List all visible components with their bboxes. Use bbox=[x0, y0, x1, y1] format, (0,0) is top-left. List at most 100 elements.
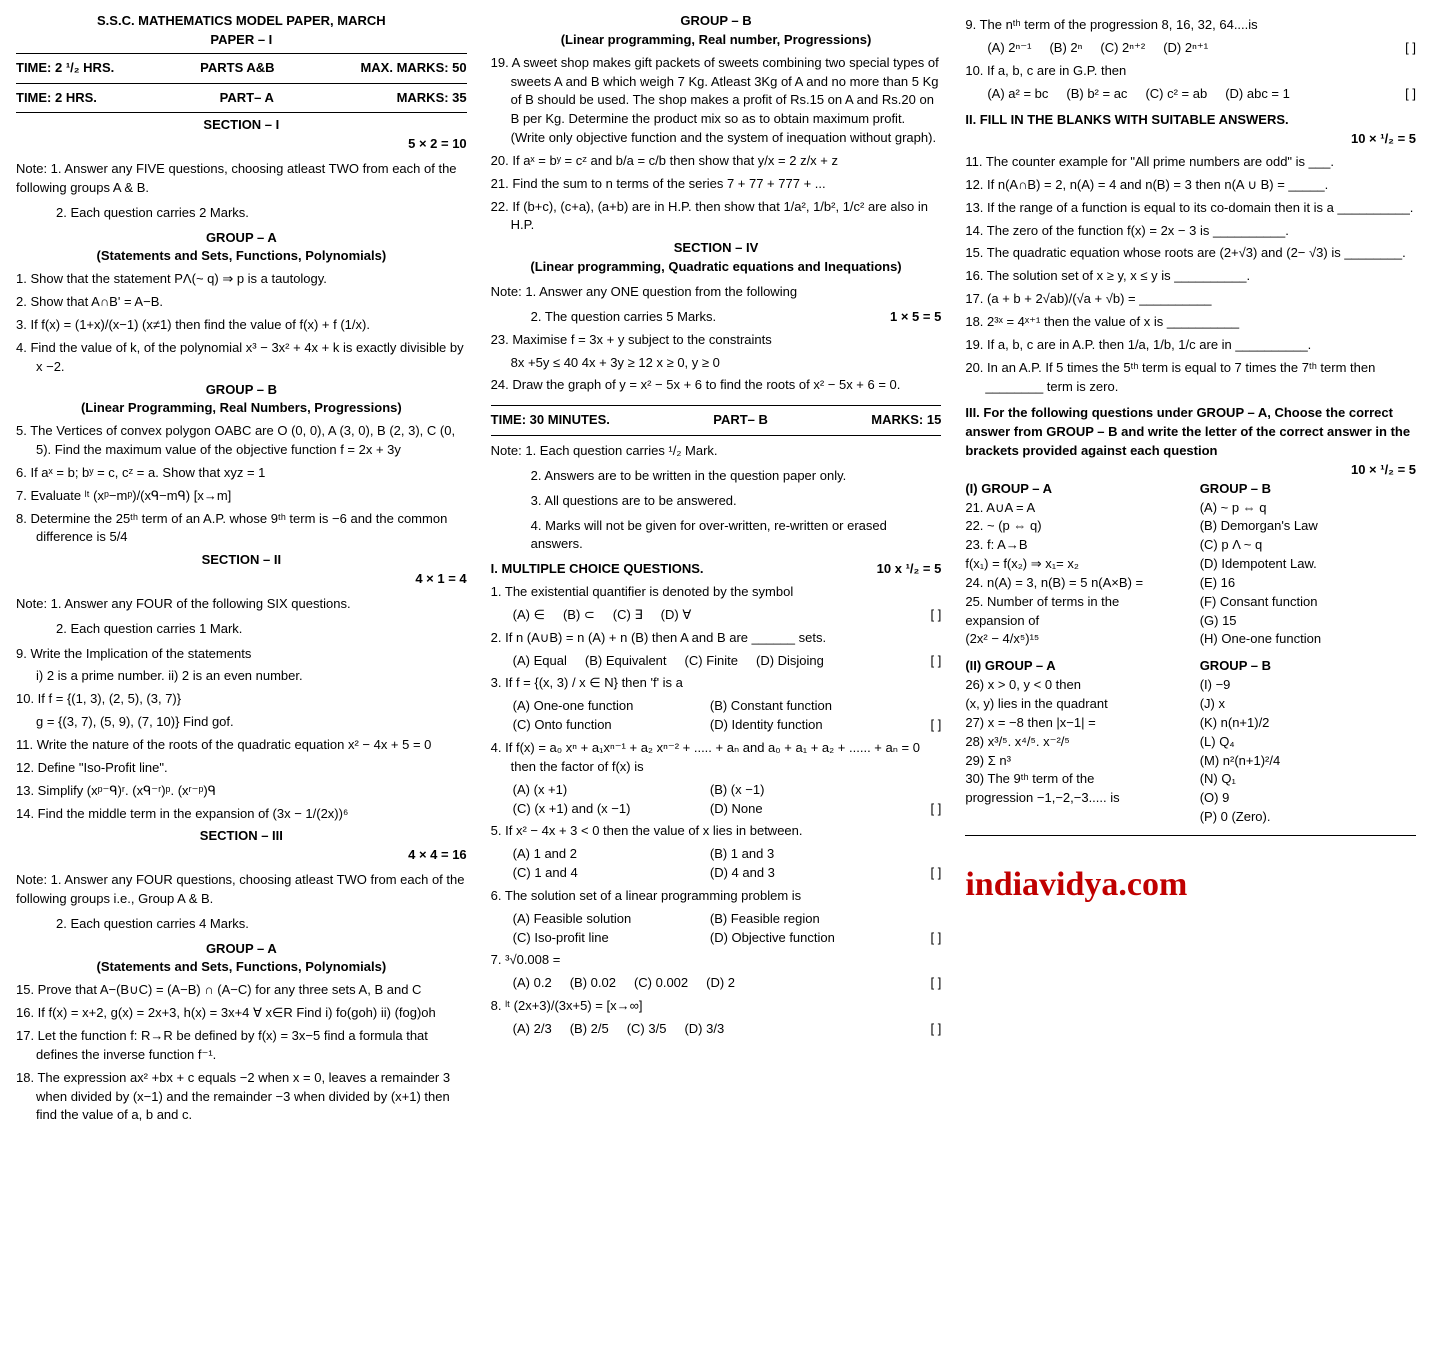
f16: 16. The solution set of x ≥ y, x ≤ y is … bbox=[965, 267, 1416, 286]
part-b-n3: 3. All questions are to be answered. bbox=[491, 492, 942, 511]
section-2-label: SECTION – II bbox=[16, 551, 467, 570]
m2a: (A) Equal bbox=[513, 652, 567, 671]
q5: 5. The Vertices of convex polygon OABC a… bbox=[16, 422, 467, 460]
f17: 17. (a + b + 2√ab)/(√a + √b) = _________… bbox=[965, 290, 1416, 309]
r23x: f(x₁) = f(x₂) ⇒ x₁= x₂ bbox=[965, 555, 1199, 574]
q16: 16. If f(x) = x+2, g(x) = 2x+3, h(x) = 3… bbox=[16, 1004, 467, 1023]
q20: 20. If aˣ = bʸ = cᶻ and b/a = c/b then s… bbox=[491, 152, 942, 171]
q23a: 8x +5y ≤ 40 4x + 3y ≥ 12 x ≥ 0, y ≥ 0 bbox=[491, 354, 942, 373]
q17: 17. Let the function f: R→R be defined b… bbox=[16, 1027, 467, 1065]
r28b: (L) Q₄ bbox=[1200, 733, 1416, 752]
r29b: (M) n²(n+1)²/4 bbox=[1200, 752, 1416, 771]
m1: 1. The existential quantifier is denoted… bbox=[491, 583, 942, 602]
m9c: (C) 2ⁿ⁺² bbox=[1100, 39, 1145, 58]
r25a: 25. Number of terms in the bbox=[965, 593, 1199, 612]
r26y: (J) x bbox=[1200, 695, 1416, 714]
m9-bracket: [ ] bbox=[1405, 39, 1416, 58]
r28a: 28) x³/⁵. x⁴/⁵. x⁻²/⁵ bbox=[965, 733, 1199, 752]
part-b-n2: 2. Answers are to be written in the ques… bbox=[491, 467, 942, 486]
part-a: PART– A bbox=[220, 89, 274, 108]
m9: 9. The nᵗʰ term of the progression 8, 16… bbox=[965, 16, 1416, 35]
f11: 11. The counter example for "All prime n… bbox=[965, 153, 1416, 172]
m7c: (C) 0.002 bbox=[634, 974, 688, 993]
r27b: (K) n(n+1)/2 bbox=[1200, 714, 1416, 733]
r25z: (2x² − 4/x⁵)¹⁵ bbox=[965, 630, 1199, 649]
m1a: (A) ∈ bbox=[513, 606, 545, 625]
m4a: (A) (x +1) bbox=[513, 781, 710, 800]
q14: 14. Find the middle term in the expansio… bbox=[16, 805, 467, 824]
r22a: 22. ~ (p ⇔ q) bbox=[965, 517, 1199, 536]
f19: 19. If a, b, c are in A.P. then 1/a, 1/b… bbox=[965, 336, 1416, 355]
m8c: (C) 3/5 bbox=[627, 1020, 667, 1039]
group-a-sub: (Statements and Sets, Functions, Polynom… bbox=[16, 247, 467, 266]
f15: 15. The quadratic equation whose roots a… bbox=[965, 244, 1416, 263]
q23: 23. Maximise f = 3x + y subject to the c… bbox=[491, 331, 942, 350]
section-4-sub: (Linear programming, Quadratic equations… bbox=[491, 258, 942, 277]
m10b: (B) b² = ac bbox=[1066, 85, 1127, 104]
part-b-n4: 4. Marks will not be given for over-writ… bbox=[491, 517, 942, 555]
r22b: (B) Demorgan's Law bbox=[1200, 517, 1416, 536]
q10: 10. If f = {(1, 3), (2, 5), (3, 7)} bbox=[16, 690, 467, 709]
q2: 2. Show that A∩B' = A−B. bbox=[16, 293, 467, 312]
group-b-sub: (Linear Programming, Real Numbers, Progr… bbox=[16, 399, 467, 418]
part-b-marks: MARKS: 15 bbox=[871, 411, 941, 430]
m7-bracket: [ ] bbox=[931, 974, 942, 993]
r27a: 27) x = −8 then |x−1| = bbox=[965, 714, 1199, 733]
m3d: (D) Identity function bbox=[710, 716, 823, 735]
q24: 24. Draw the graph of y = x² − 5x + 6 to… bbox=[491, 376, 942, 395]
header-row-1: TIME: 2 ¹/₂ HRS. PARTS A&B MAX. MARKS: 5… bbox=[16, 57, 467, 80]
c2-group-b-title: GROUP – B bbox=[491, 12, 942, 31]
m2b: (B) Equivalent bbox=[585, 652, 667, 671]
r26x: (x, y) lies in the quadrant bbox=[965, 695, 1199, 714]
q19: 19. A sweet shop makes gift packets of s… bbox=[491, 54, 942, 148]
r24b: (E) 16 bbox=[1200, 574, 1416, 593]
m1c: (C) ∃ bbox=[613, 606, 643, 625]
m5-bracket: [ ] bbox=[931, 864, 942, 883]
part-b-n1: Note: 1. Each question carries ¹/₂ Mark. bbox=[491, 442, 942, 461]
m4-bracket: [ ] bbox=[931, 800, 942, 819]
q3: 3. If f(x) = (1+x)/(x−1) (x≠1) then find… bbox=[16, 316, 467, 335]
m5: 5. If x² − 4x + 3 < 0 then the value of … bbox=[491, 822, 942, 841]
m7: 7. ³√0.008 = bbox=[491, 951, 942, 970]
match-marks: 10 × ¹/₂ = 5 bbox=[965, 461, 1416, 480]
section-3-marks: 4 × 4 = 16 bbox=[16, 846, 467, 865]
section-4-label: SECTION – IV bbox=[491, 239, 942, 258]
q13: 13. Simplify (xᵖ⁻ᑫ)ʳ. (xᑫ⁻ʳ)ᵖ. (xʳ⁻ᵖ)ᑫ bbox=[16, 782, 467, 801]
part-b-time: TIME: 30 MINUTES. bbox=[491, 411, 610, 430]
q1: 1. Show that the statement PΛ(~ q) ⇒ p i… bbox=[16, 270, 467, 289]
q15: 15. Prove that A−(B∪C) = (A−B) ∩ (A−C) f… bbox=[16, 981, 467, 1000]
section-2-note-1: Note: 1. Answer any FOUR of the followin… bbox=[16, 595, 467, 614]
section-2-marks: 4 × 1 = 4 bbox=[16, 570, 467, 589]
column-2: GROUP – B (Linear programming, Real numb… bbox=[491, 12, 942, 1129]
m4d: (D) None bbox=[710, 800, 763, 819]
f13: 13. If the range of a function is equal … bbox=[965, 199, 1416, 218]
m10-bracket: [ ] bbox=[1405, 85, 1416, 104]
marks-a: MARKS: 35 bbox=[397, 89, 467, 108]
fill-blanks-marks: 10 × ¹/₂ = 5 bbox=[965, 130, 1416, 149]
match-g1b: GROUP – B bbox=[1200, 480, 1416, 499]
m5b: (B) 1 and 3 bbox=[710, 845, 774, 864]
column-1: S.S.C. MATHEMATICS MODEL PAPER, MARCH PA… bbox=[16, 12, 467, 1129]
m6: 6. The solution set of a linear programm… bbox=[491, 887, 942, 906]
section-3-note-1: Note: 1. Answer any FOUR questions, choo… bbox=[16, 871, 467, 909]
m6a: (A) Feasible solution bbox=[513, 910, 710, 929]
r30b: (N) Q₁ bbox=[1200, 770, 1416, 789]
m3c: (C) Onto function bbox=[513, 716, 710, 735]
time-2: TIME: 2 HRS. bbox=[16, 89, 97, 108]
r24a: 24. n(A) = 3, n(B) = 5 n(A×B) = bbox=[965, 574, 1199, 593]
q4: 4. Find the value of k, of the polynomia… bbox=[16, 339, 467, 377]
m7b: (B) 0.02 bbox=[570, 974, 616, 993]
s3-group-a-sub: (Statements and Sets, Functions, Polynom… bbox=[16, 958, 467, 977]
c2-group-b-sub: (Linear programming, Real number, Progre… bbox=[491, 31, 942, 50]
m2: 2. If n (A∪B) = n (A) + n (B) then A and… bbox=[491, 629, 942, 648]
q11: 11. Write the nature of the roots of the… bbox=[16, 736, 467, 755]
m6c: (C) Iso-profit line bbox=[513, 929, 710, 948]
r30w: (P) 0 (Zero). bbox=[1200, 808, 1416, 827]
section-4-note-2: 2. The question carries 5 Marks. bbox=[531, 308, 716, 327]
m8a: (A) 2/3 bbox=[513, 1020, 552, 1039]
m10a: (A) a² = bc bbox=[987, 85, 1048, 104]
part-b-part: PART– B bbox=[713, 411, 768, 430]
m4b: (B) (x −1) bbox=[710, 781, 765, 800]
m8b: (B) 2/5 bbox=[570, 1020, 609, 1039]
q18: 18. The expression ax² +bx + c equals −2… bbox=[16, 1069, 467, 1126]
